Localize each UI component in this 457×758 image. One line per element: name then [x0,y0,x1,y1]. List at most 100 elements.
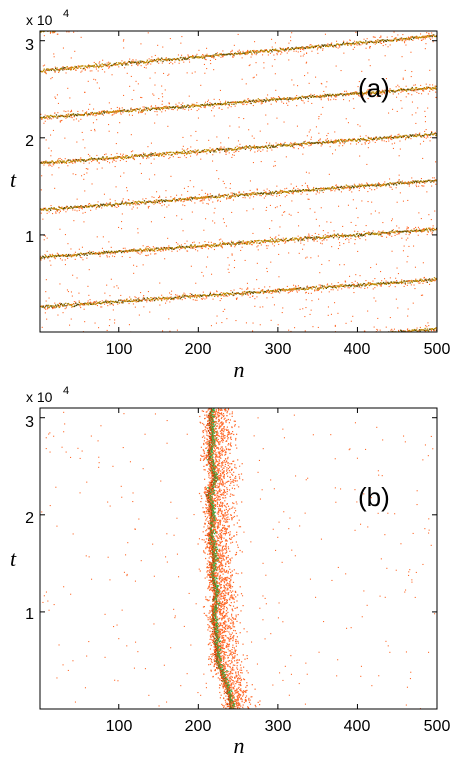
panel-a-front-2 [84,304,86,306]
panel-a-front-3 [157,247,159,249]
panel-a-front-2 [341,285,343,287]
panel-a-front-3 [54,258,56,260]
panel-a-front-3 [192,246,194,248]
panel-a-front-2 [338,285,340,287]
panel-a-front-5 [240,147,242,149]
panel-a-front-2 [143,306,145,308]
panel-a-front-2 [322,286,324,288]
panel-a-front-2 [301,288,303,290]
panel-a-background-point [365,239,367,241]
panel-a-front-5 [219,148,221,150]
panel-a-front-5 [430,133,432,135]
panel-a-front-2 [411,281,413,284]
panel-a-front-4 [270,193,272,195]
panel-a-front-3 [241,241,243,243]
panel-a-front-5 [176,150,178,152]
panel-a-front-1 [429,328,431,331]
panel-a-front-3 [233,243,235,245]
panel-a-front-1 [329,337,330,338]
panel-a-front-2 [395,282,398,284]
panel-a-front-3 [64,259,66,261]
panel-a-front-5 [153,153,155,155]
panel-a-background-point [167,237,169,239]
panel-a-front-1 [405,330,407,332]
panel-a-front-3 [358,233,360,235]
panel-a-front-5 [365,139,367,141]
panel-a-front-2 [386,281,388,283]
panel-a-front-6 [75,113,77,116]
panel-a-front-5 [310,143,312,145]
panel-a-front-2 [307,287,309,289]
panel-a-front-3 [264,239,266,241]
panel-a-front-4 [58,205,60,207]
panel-a-front-4 [407,183,409,185]
panel-a-background-point [322,106,324,108]
panel-a-front-4 [135,202,138,204]
panel-a-front-2 [284,290,286,292]
panel-a-front-5 [423,135,425,137]
panel-a-front-2 [55,304,57,306]
panel-a-front-3 [246,242,249,244]
panel-a-front-3 [234,243,236,245]
panel-a-front-5 [193,151,196,153]
panel-a-front-4 [41,208,43,211]
panel-a-front-5 [399,135,401,137]
panel-a-front-6 [147,107,149,109]
panel-a-background-point [326,81,328,83]
panel-a-background-point [276,206,278,208]
panel-a-front-3 [175,247,177,249]
panel-a-front-2 [75,302,77,304]
panel-a-front-5 [282,144,284,146]
panel-a-front-4 [267,192,269,195]
panel-a-front-4 [100,204,102,206]
panel-a-front-2 [217,296,219,298]
panel-a-front-3 [240,241,242,243]
panel-a-background-point [382,222,384,224]
panel-a-front-2 [70,304,72,306]
panel-a-background-point [103,110,105,112]
panel-a-front-3 [188,246,190,248]
panel-a-front-4 [75,206,78,208]
panel-a-front-5 [432,134,434,136]
panel-a-front-4 [244,197,246,199]
panel-a-front-4 [77,205,79,207]
panel-a-front-2 [350,285,352,288]
panel-a-front-2 [233,289,235,291]
panel-a-front-4 [424,182,426,184]
panel-a-background-point [147,254,149,256]
panel-a-front-2 [128,303,130,305]
panel-a-background-point [358,81,360,83]
panel-a-background-point [161,93,163,95]
panel-a-background-point [75,174,77,176]
panel-a-front-6 [200,104,202,106]
panel-a-background-point [203,199,205,201]
panel-a-front-4 [305,189,307,191]
panel-a-front-3 [257,245,259,247]
panel-a-front-3 [92,251,94,253]
panel-a-front-4 [314,189,316,191]
panel-a-front-2 [158,298,160,300]
panel-a-front-3 [259,242,262,244]
panel-a-front-3 [345,239,347,241]
panel-a-front-4 [216,196,219,198]
panel-a-front-4 [123,202,126,204]
panel-a-front-2 [229,293,231,295]
panel-a-front-1 [333,336,334,337]
panel-a-front-3 [342,234,345,237]
panel-a-front-4 [273,192,275,195]
panel-a-front-4 [161,199,163,201]
panel-a-front-3 [264,242,266,244]
panel-a-front-3 [241,246,243,248]
panel-a-front-5 [101,157,103,159]
panel-a-front-4 [70,205,72,208]
panel-a-background-point [276,117,278,119]
panel-a-front-2 [76,303,78,305]
panel-a-front-2 [56,305,58,307]
panel-a-front-5 [224,149,226,151]
panel-a-front-4 [425,180,427,182]
panel-a-front-3 [307,238,309,240]
panel-a-front-2 [107,300,109,302]
panel-a-front-5 [219,152,221,154]
panel-a-background-point [51,174,53,176]
panel-a-background-point [274,59,276,61]
